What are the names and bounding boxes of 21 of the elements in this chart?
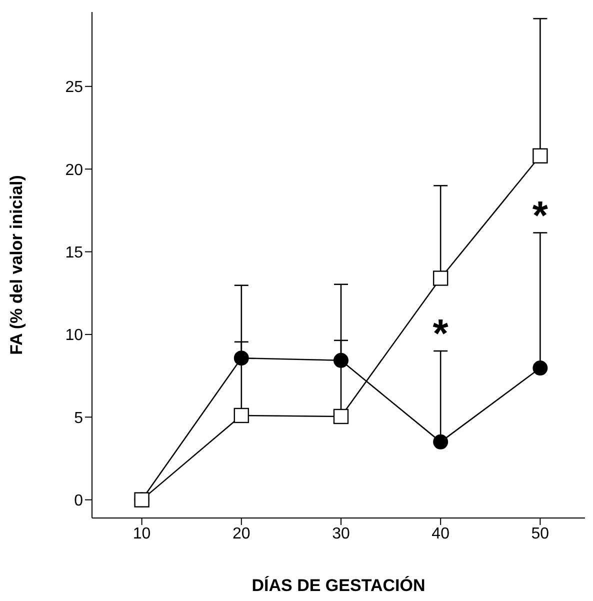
point [433,434,448,450]
y-tick-label: 20 [65,162,84,179]
y-tick-label: 10 [65,327,84,344]
x-axis-title: DÍAS DE GESTACIÓN [252,575,426,595]
y-tick-label: 25 [65,79,84,96]
x-tick-label: 10 [132,525,151,542]
point [432,270,448,286]
point [234,408,249,424]
y-axis-title: FA (% del valor inicial) [7,175,26,355]
y-tick-label: 15 [65,244,84,262]
y-tick-label: 0 [74,492,84,510]
point [532,360,548,376]
x-tick-label: 30 [332,525,350,542]
point [333,408,349,424]
x-tick-label: 20 [232,525,250,542]
x-tick-label: 40 [432,525,450,542]
y-tick-label: 5 [74,410,84,427]
annotation: * [432,312,449,356]
x-tick-label: 50 [531,525,550,542]
annotation: * [532,194,548,238]
point [333,352,348,368]
